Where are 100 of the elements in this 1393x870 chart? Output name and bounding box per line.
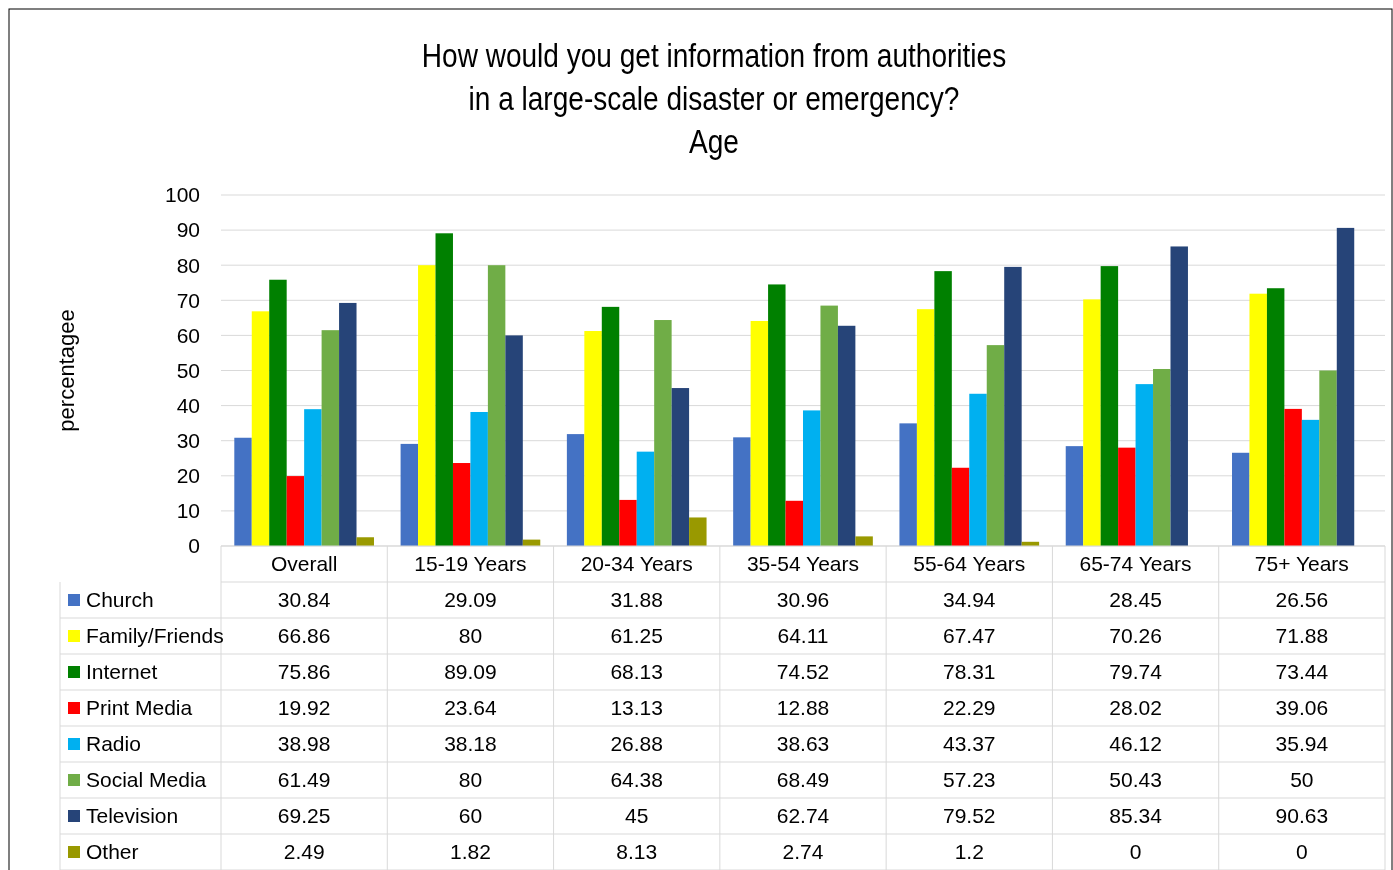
x-tick-label: 35-54 Years bbox=[746, 552, 860, 576]
x-tick-label: 20-34 Years bbox=[580, 552, 693, 576]
bar bbox=[1083, 299, 1101, 546]
data-label: 62.74 bbox=[776, 804, 830, 828]
bar bbox=[1301, 419, 1320, 546]
bar bbox=[619, 499, 637, 546]
data-label: 64.11 bbox=[777, 624, 829, 648]
data-label: 74.52 bbox=[776, 660, 830, 684]
data-label: 30.96 bbox=[776, 588, 830, 612]
legend-label: Television bbox=[86, 804, 179, 828]
bar bbox=[1004, 266, 1022, 546]
legend-label: Social Media bbox=[86, 768, 207, 792]
bar bbox=[400, 443, 419, 546]
data-label: 67.47 bbox=[943, 624, 996, 648]
bar bbox=[251, 311, 270, 546]
bar bbox=[916, 309, 935, 546]
bar bbox=[321, 330, 340, 546]
data-label: 39.06 bbox=[1275, 696, 1329, 720]
data-label: 80 bbox=[458, 624, 483, 648]
data-label: 12.88 bbox=[776, 696, 830, 720]
data-label: 61.25 bbox=[610, 624, 663, 648]
bar bbox=[899, 423, 917, 546]
data-label: 19.92 bbox=[277, 696, 331, 720]
y-tick-label: 30 bbox=[176, 429, 200, 453]
data-label: 50 bbox=[1290, 768, 1314, 792]
y-tick-label: 0 bbox=[188, 534, 200, 558]
data-label: 45 bbox=[625, 804, 649, 828]
y-tick-label: 60 bbox=[176, 323, 200, 347]
data-label: 0 bbox=[1296, 840, 1308, 864]
legend-label: Print Media bbox=[86, 696, 193, 720]
data-label: 57.23 bbox=[943, 768, 996, 792]
data-label: 75.86 bbox=[277, 660, 331, 684]
data-label: 46.12 bbox=[1109, 732, 1162, 756]
bar bbox=[601, 306, 620, 546]
data-label: 80 bbox=[458, 768, 483, 792]
data-label: 70.26 bbox=[1109, 624, 1162, 648]
bar bbox=[1100, 266, 1119, 546]
data-label: 1.82 bbox=[449, 840, 491, 864]
data-label: 35.94 bbox=[1275, 732, 1329, 756]
data-label: 73.44 bbox=[1275, 660, 1329, 684]
bar bbox=[286, 476, 305, 546]
y-tick-label: 50 bbox=[176, 358, 200, 382]
data-label: 66.86 bbox=[277, 624, 331, 648]
bar bbox=[1065, 446, 1084, 546]
bar bbox=[855, 536, 873, 546]
data-label: 31.88 bbox=[610, 588, 663, 612]
bar bbox=[636, 451, 655, 546]
bar bbox=[1319, 370, 1337, 546]
data-label: 28.45 bbox=[1109, 588, 1162, 612]
data-label: 2.49 bbox=[283, 840, 325, 864]
data-label: 79.74 bbox=[1109, 660, 1163, 684]
y-tick-label: 80 bbox=[176, 253, 200, 277]
bar bbox=[435, 233, 453, 546]
bar bbox=[487, 265, 506, 546]
bar bbox=[584, 331, 602, 546]
data-label: 69.25 bbox=[277, 804, 331, 828]
data-label: 68.13 bbox=[610, 660, 663, 684]
bar bbox=[671, 388, 690, 546]
data-label: 38.18 bbox=[444, 732, 497, 756]
data-label: 89.09 bbox=[444, 660, 497, 684]
bar bbox=[1249, 293, 1267, 546]
data-label: 71.88 bbox=[1275, 624, 1329, 648]
y-tick-label: 90 bbox=[176, 218, 200, 242]
data-label: 50.43 bbox=[1109, 768, 1162, 792]
data-label: 26.56 bbox=[1275, 588, 1329, 612]
bar bbox=[1336, 227, 1355, 546]
bar bbox=[969, 393, 987, 546]
data-label: 13.13 bbox=[610, 696, 663, 720]
data-label: 64.38 bbox=[610, 768, 663, 792]
x-tick-label: 75+ Years bbox=[1254, 552, 1349, 576]
data-label: 34.94 bbox=[943, 588, 996, 612]
data-label: 85.34 bbox=[1109, 804, 1163, 828]
y-tick-label: 20 bbox=[176, 464, 200, 488]
data-label: 30.84 bbox=[277, 588, 331, 612]
bar bbox=[1170, 246, 1188, 546]
legend-label: Internet bbox=[86, 660, 158, 684]
y-axis-title: percentagee bbox=[54, 309, 79, 432]
legend-label: Radio bbox=[86, 732, 141, 756]
y-tick-label: 70 bbox=[176, 288, 200, 312]
data-label: 61.49 bbox=[277, 768, 331, 792]
y-tick-label: 10 bbox=[176, 499, 200, 523]
x-tick-label: 15-19 Years bbox=[414, 552, 527, 576]
x-tick-label: Overall bbox=[270, 552, 338, 576]
y-tick-label: 40 bbox=[176, 393, 200, 417]
chart-title: How would you get information from authorities in a large-scale disaster or emergency? Age bbox=[421, 36, 1007, 161]
legend-label: Church bbox=[86, 588, 154, 612]
bar bbox=[1135, 384, 1154, 546]
data-label: 79.52 bbox=[943, 804, 996, 828]
bar bbox=[820, 305, 838, 546]
data-label: 2.74 bbox=[782, 840, 824, 864]
data-label: 23.64 bbox=[444, 696, 498, 720]
data-label: 60 bbox=[458, 804, 483, 828]
bar bbox=[1118, 447, 1136, 546]
bar bbox=[733, 437, 751, 546]
bar bbox=[1284, 408, 1302, 546]
bar bbox=[304, 409, 322, 546]
bar bbox=[768, 284, 786, 546]
bar bbox=[234, 437, 252, 546]
bar bbox=[418, 265, 436, 546]
bar bbox=[750, 320, 769, 546]
